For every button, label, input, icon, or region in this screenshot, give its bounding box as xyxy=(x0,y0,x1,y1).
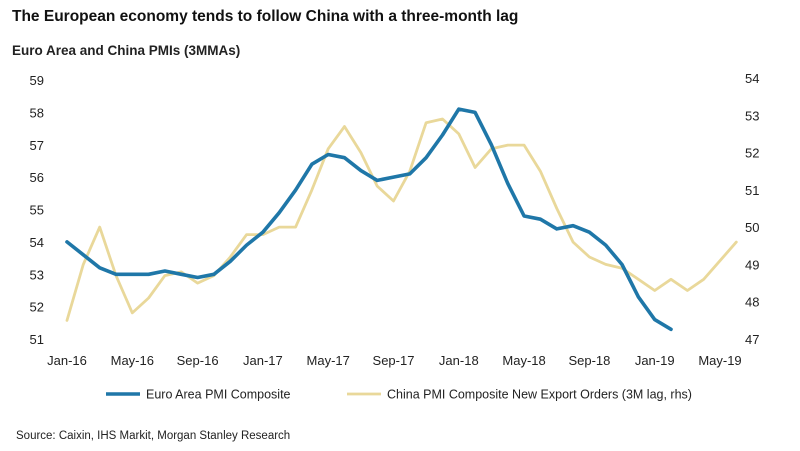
series-lines xyxy=(65,107,738,332)
left-axis-tick-label: 54 xyxy=(30,235,44,250)
left-axis-tick-label: 53 xyxy=(30,267,44,282)
right-axis-tick-label: 51 xyxy=(745,183,759,198)
x-axis-tick-label: Jan-17 xyxy=(243,353,283,368)
legend-euro-label: Euro Area PMI Composite xyxy=(146,388,291,402)
legend-china-label: China PMI Composite New Export Orders (3… xyxy=(387,388,692,402)
left-axis-tick-label: 58 xyxy=(30,105,44,120)
legend: Euro Area PMI Composite China PMI Composi… xyxy=(106,388,692,402)
x-axis-tick-label: Sep-18 xyxy=(568,353,610,368)
x-axis-ticks: Jan-16 May-16 Sep-16 Jan-17 May-17 Sep-17 Jan-… xyxy=(47,353,742,368)
x-axis-tick-label: Jan-16 xyxy=(47,353,87,368)
x-axis-tick-label: May-19 xyxy=(698,353,741,368)
left-axis-tick-label: 59 xyxy=(30,73,44,88)
right-axis-tick-label: 52 xyxy=(745,146,759,161)
left-axis-tick-label: 57 xyxy=(30,138,44,153)
left-axis-ticks: 51 52 53 54 55 56 57 58 59 xyxy=(30,73,44,347)
chart-title: The European economy tends to follow Chi… xyxy=(12,8,519,25)
right-axis-ticks: 47 48 49 50 51 52 53 54 xyxy=(745,71,759,347)
x-axis-tick-label: Jan-19 xyxy=(635,353,675,368)
x-axis-tick-label: Sep-16 xyxy=(177,353,219,368)
x-axis-tick-label: Jan-18 xyxy=(439,353,479,368)
right-axis-tick-label: 49 xyxy=(745,257,759,272)
right-axis-tick-label: 54 xyxy=(745,71,759,86)
right-axis-tick-label: 50 xyxy=(745,220,759,235)
source-note: Source: Caixin, IHS Markit, Morgan Stanl… xyxy=(16,430,291,442)
right-axis-tick-label: 53 xyxy=(745,108,759,123)
x-axis-tick-label: Sep-17 xyxy=(373,353,415,368)
right-axis-tick-label: 48 xyxy=(745,295,759,310)
x-axis-tick-label: May-16 xyxy=(111,353,154,368)
chart-subtitle: Euro Area and China PMIs (3MMAs) xyxy=(12,43,241,58)
left-axis-tick-label: 51 xyxy=(30,332,44,347)
left-axis-tick-label: 55 xyxy=(30,203,44,218)
x-axis-tick-label: May-18 xyxy=(502,353,545,368)
left-axis-tick-label: 52 xyxy=(30,300,44,315)
left-axis-tick-label: 56 xyxy=(30,170,44,185)
euro-area-pmi-line xyxy=(65,107,673,332)
x-axis-tick-label: May-17 xyxy=(307,353,350,368)
right-axis-tick-label: 47 xyxy=(745,332,759,347)
